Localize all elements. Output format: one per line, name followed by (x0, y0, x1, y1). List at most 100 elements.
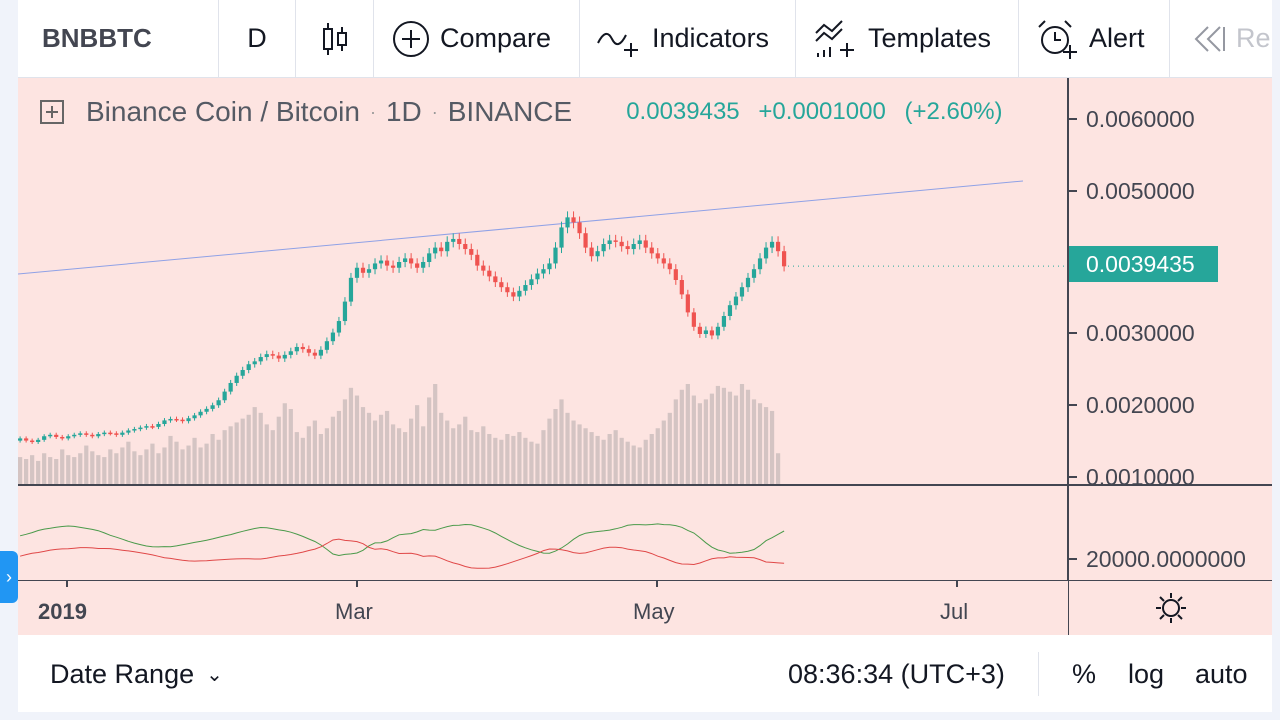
chart-type-button[interactable] (296, 0, 374, 77)
candle (511, 287, 516, 302)
chart-settings-button[interactable] (1069, 581, 1272, 635)
volume-bar (499, 439, 504, 484)
candle (156, 421, 161, 430)
volume-bar (727, 391, 733, 484)
red-oscillator-line (19, 538, 785, 569)
volume-bar (457, 424, 462, 484)
volume-bar (132, 451, 137, 484)
volume-bar (294, 432, 299, 484)
volume-bar (631, 445, 636, 484)
volume-bar (469, 430, 474, 484)
candle (517, 286, 522, 302)
legend-separator: · (431, 101, 438, 122)
volume-bar (96, 455, 101, 484)
volume-bar (156, 453, 161, 484)
indicators-button[interactable]: Indicators (580, 0, 796, 77)
time-tick (66, 581, 68, 587)
candle (180, 417, 185, 424)
candle (66, 434, 71, 441)
candle (48, 432, 53, 439)
candle (583, 227, 588, 254)
volume-bar (336, 410, 342, 484)
chevron-down-icon: ⌄ (206, 663, 223, 686)
candle (114, 431, 119, 437)
main-chart-pane[interactable] (18, 78, 1068, 484)
candle (697, 322, 702, 338)
alert-button[interactable]: Alert (1019, 0, 1170, 77)
indicator-price-axis[interactable]: 20000.0000000 (1069, 486, 1272, 580)
volume-bar (427, 397, 432, 484)
volume-bar (541, 430, 546, 484)
candle (553, 242, 558, 269)
candle (60, 434, 65, 441)
volume-bar (667, 412, 672, 484)
compare-button[interactable]: Compare (374, 0, 580, 77)
volume-bar (613, 430, 618, 484)
candle (276, 352, 281, 362)
alarm-clock-icon (1038, 19, 1077, 59)
time-label: May (633, 599, 675, 624)
volume-bar (366, 412, 372, 484)
volume-bar (511, 435, 516, 484)
symbol-search-button[interactable]: BNBBTC (18, 0, 219, 77)
auto-scale-toggle[interactable]: auto (1195, 658, 1248, 689)
volume-bar (757, 403, 763, 484)
price-tick (1069, 332, 1077, 334)
candle (481, 260, 486, 276)
volume-bar (162, 447, 167, 484)
indicators-label: Indicators (652, 23, 770, 53)
expand-sidebar-tab[interactable]: › (0, 551, 18, 603)
candle (24, 436, 29, 443)
price-axis-separator (1067, 78, 1069, 635)
candle (487, 265, 492, 282)
volume-bar (360, 407, 366, 484)
volume-bar (186, 445, 191, 484)
volume-bar (745, 389, 751, 484)
oscillator-chart[interactable] (18, 486, 1068, 580)
candlestick-chart[interactable] (18, 78, 1068, 484)
candle (18, 436, 23, 443)
volume-bar (78, 453, 83, 484)
candle (72, 432, 77, 439)
templates-button[interactable]: Templates (796, 0, 1019, 77)
candle (751, 264, 757, 283)
date-range-button[interactable]: Date Range ⌄ (50, 659, 223, 690)
time-tick (356, 581, 358, 587)
time-axis[interactable]: 2019 Mar May Jul (18, 581, 1068, 635)
percent-scale-toggle[interactable]: % (1072, 658, 1097, 689)
candle (523, 280, 528, 296)
volume-bar (60, 449, 65, 484)
log-scale-toggle[interactable]: log (1128, 658, 1165, 689)
candle (210, 402, 215, 412)
candle (30, 438, 35, 444)
volume-bar (342, 399, 348, 484)
price-label: 0.0020000 (1086, 392, 1195, 418)
candle (559, 221, 564, 254)
candle (721, 311, 727, 331)
candle (685, 289, 690, 317)
candle (120, 430, 125, 437)
candle (709, 326, 715, 340)
pane-separator[interactable] (18, 484, 1272, 486)
compare-label: Compare (440, 23, 552, 53)
candle (294, 343, 299, 355)
volume-bar (228, 426, 233, 484)
candle (174, 416, 179, 423)
volume-bar (607, 434, 612, 484)
price-axis[interactable]: 0.0060000 0.0050000 0.0030000 0.0020000 … (1069, 78, 1272, 490)
legend-change: +0.0001000 (758, 98, 886, 125)
candle (421, 256, 426, 273)
interval-button[interactable]: D (219, 0, 296, 77)
expand-legend-icon[interactable] (40, 100, 64, 124)
indicator-pane[interactable] (18, 486, 1068, 580)
volume-bar (691, 395, 696, 484)
date-range-label: Date Range (50, 658, 195, 689)
clock-timezone-button[interactable]: 08:36:34 (UTC+3) (788, 658, 1005, 689)
candle (631, 238, 636, 255)
replay-button[interactable]: Re (1170, 0, 1272, 77)
trend-line[interactable] (18, 180, 1024, 275)
candle (270, 350, 275, 360)
volume-bar (715, 385, 721, 484)
indicators-icon (597, 32, 638, 57)
time-label: Jul (940, 599, 969, 624)
